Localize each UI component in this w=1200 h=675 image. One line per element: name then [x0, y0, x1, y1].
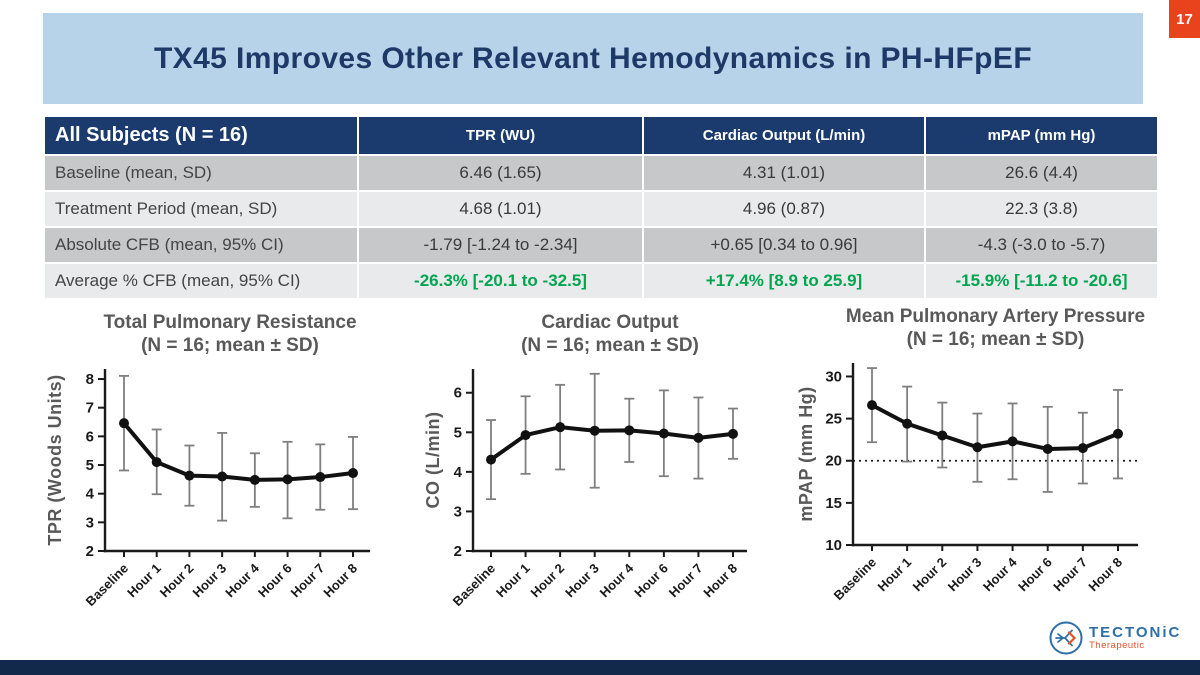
svg-text:Hour 1: Hour 1: [124, 560, 164, 600]
footer-bar: [0, 660, 1200, 675]
cell-absolute-mpap: -4.3 (-3.0 to -5.7): [926, 228, 1157, 262]
svg-text:25: 25: [825, 410, 842, 427]
svg-text:Hour 6: Hour 6: [255, 560, 295, 600]
svg-text:Hour 8: Hour 8: [320, 560, 360, 600]
svg-text:3: 3: [86, 514, 94, 531]
svg-text:Hour 1: Hour 1: [875, 554, 915, 594]
tpr-chart-subtitle: (N = 16; mean ± SD): [141, 334, 319, 356]
svg-text:Hour 2: Hour 2: [528, 560, 568, 600]
row-label-treatment: Treatment Period (mean, SD): [45, 192, 357, 226]
svg-text:4: 4: [454, 463, 463, 480]
svg-text:3: 3: [454, 503, 462, 520]
cell-treatment-mpap: 22.3 (3.8): [926, 192, 1157, 226]
tpr-chart: Total Pulmonary Resistance (N = 16; mean…: [45, 312, 415, 613]
svg-text:Baseline: Baseline: [83, 560, 131, 608]
svg-text:Hour 2: Hour 2: [910, 554, 950, 594]
logo-name: TECTONiC: [1089, 623, 1182, 641]
page-title: TX45 Improves Other Relevant Hemodynamic…: [153, 41, 1033, 75]
results-table: All Subjects (N = 16) TPR (WU) Cardiac O…: [45, 117, 1157, 298]
svg-text:Hour 3: Hour 3: [190, 560, 230, 600]
svg-text:Baseline: Baseline: [831, 554, 879, 602]
cell-baseline-co: 4.31 (1.01): [644, 156, 924, 190]
svg-text:Hour 6: Hour 6: [631, 560, 671, 600]
svg-text:Baseline: Baseline: [450, 560, 498, 608]
row-label-absolute-cfb: Absolute CFB (mean, 95% CI): [45, 228, 357, 262]
svg-text:Hour 8: Hour 8: [1085, 554, 1125, 594]
title-banner: TX45 Improves Other Relevant Hemodynamic…: [43, 13, 1143, 104]
svg-text:5: 5: [86, 457, 94, 474]
svg-text:Hour 6: Hour 6: [1015, 554, 1055, 594]
cell-absolute-tpr: -1.79 [-1.24 to -2.34]: [359, 228, 642, 262]
table-header-cardiac-output: Cardiac Output (L/min): [644, 117, 924, 154]
svg-text:mPAP (mm Hg): mPAP (mm Hg): [798, 386, 816, 521]
tectonic-logo-icon: [1049, 621, 1083, 655]
mpap-chart: Mean Pulmonary Artery Pressure (N = 16; …: [798, 306, 1193, 607]
svg-text:Hour 7: Hour 7: [666, 560, 706, 600]
svg-text:Hour 7: Hour 7: [288, 560, 328, 600]
svg-text:4: 4: [86, 485, 95, 502]
row-label-percent-cfb: Average % CFB (mean, 95% CI): [45, 264, 357, 298]
cardiac-output-chart-subtitle: (N = 16; mean ± SD): [521, 334, 699, 356]
svg-text:30: 30: [825, 368, 842, 385]
svg-text:15: 15: [825, 494, 842, 511]
cell-baseline-mpap: 26.6 (4.4): [926, 156, 1157, 190]
cell-percent-co: +17.4% [8.9 to 25.9]: [644, 264, 924, 298]
svg-text:Hour 2: Hour 2: [157, 560, 197, 600]
table-header-subjects: All Subjects (N = 16): [45, 117, 357, 154]
cell-baseline-tpr: 6.46 (1.65): [359, 156, 642, 190]
table-header-tpr: TPR (WU): [359, 117, 642, 154]
svg-text:7: 7: [86, 399, 94, 416]
svg-text:Hour 4: Hour 4: [980, 554, 1020, 594]
tectonic-logo: TECTONiC Therapeutic: [1048, 620, 1181, 656]
svg-text:8: 8: [86, 371, 94, 388]
cell-percent-tpr: -26.3% [-20.1 to -32.5]: [359, 264, 642, 298]
svg-text:Hour 4: Hour 4: [222, 560, 262, 600]
logo-subtitle: Therapeutic: [1089, 639, 1145, 651]
svg-text:Hour 1: Hour 1: [493, 560, 533, 600]
page-number: 17: [1176, 10, 1193, 28]
svg-text:Hour 7: Hour 7: [1050, 554, 1090, 594]
page-number-tab: 17: [1169, 0, 1200, 38]
svg-text:2: 2: [86, 543, 94, 560]
tectonic-logo-text: TECTONiC Therapeutic: [1089, 625, 1181, 651]
cell-treatment-co: 4.96 (0.87): [644, 192, 924, 226]
svg-text:2: 2: [454, 543, 462, 560]
svg-text:Hour 3: Hour 3: [562, 560, 602, 600]
svg-text:Hour 4: Hour 4: [597, 560, 637, 600]
svg-text:Hour 8: Hour 8: [700, 560, 740, 600]
svg-text:6: 6: [454, 384, 462, 401]
cell-absolute-co: +0.65 [0.34 to 0.96]: [644, 228, 924, 262]
mpap-chart-title: Mean Pulmonary Artery Pressure: [845, 306, 1146, 327]
cardiac-output-chart-title: Cardiac Output: [541, 312, 679, 333]
svg-text:10: 10: [825, 537, 842, 554]
svg-text:5: 5: [454, 424, 462, 441]
svg-text:20: 20: [825, 452, 842, 469]
svg-text:Hour 3: Hour 3: [945, 554, 985, 594]
svg-text:6: 6: [86, 428, 94, 445]
cell-percent-mpap: -15.9% [-11.2 to -20.6]: [926, 264, 1157, 298]
mpap-chart-subtitle: (N = 16; mean ± SD): [906, 328, 1085, 350]
svg-text:CO (L/min): CO (L/min): [425, 411, 443, 508]
cardiac-output-chart: Cardiac Output (N = 16; mean ± SD) 2 3 4 5 6…: [425, 312, 795, 613]
row-label-baseline: Baseline (mean, SD): [45, 156, 357, 190]
tpr-chart-title: Total Pulmonary Resistance: [103, 312, 357, 333]
svg-text:TPR (Woods Units): TPR (Woods Units): [45, 374, 65, 545]
table-header-mpap: mPAP (mm Hg): [926, 117, 1157, 154]
cell-treatment-tpr: 4.68 (1.01): [359, 192, 642, 226]
